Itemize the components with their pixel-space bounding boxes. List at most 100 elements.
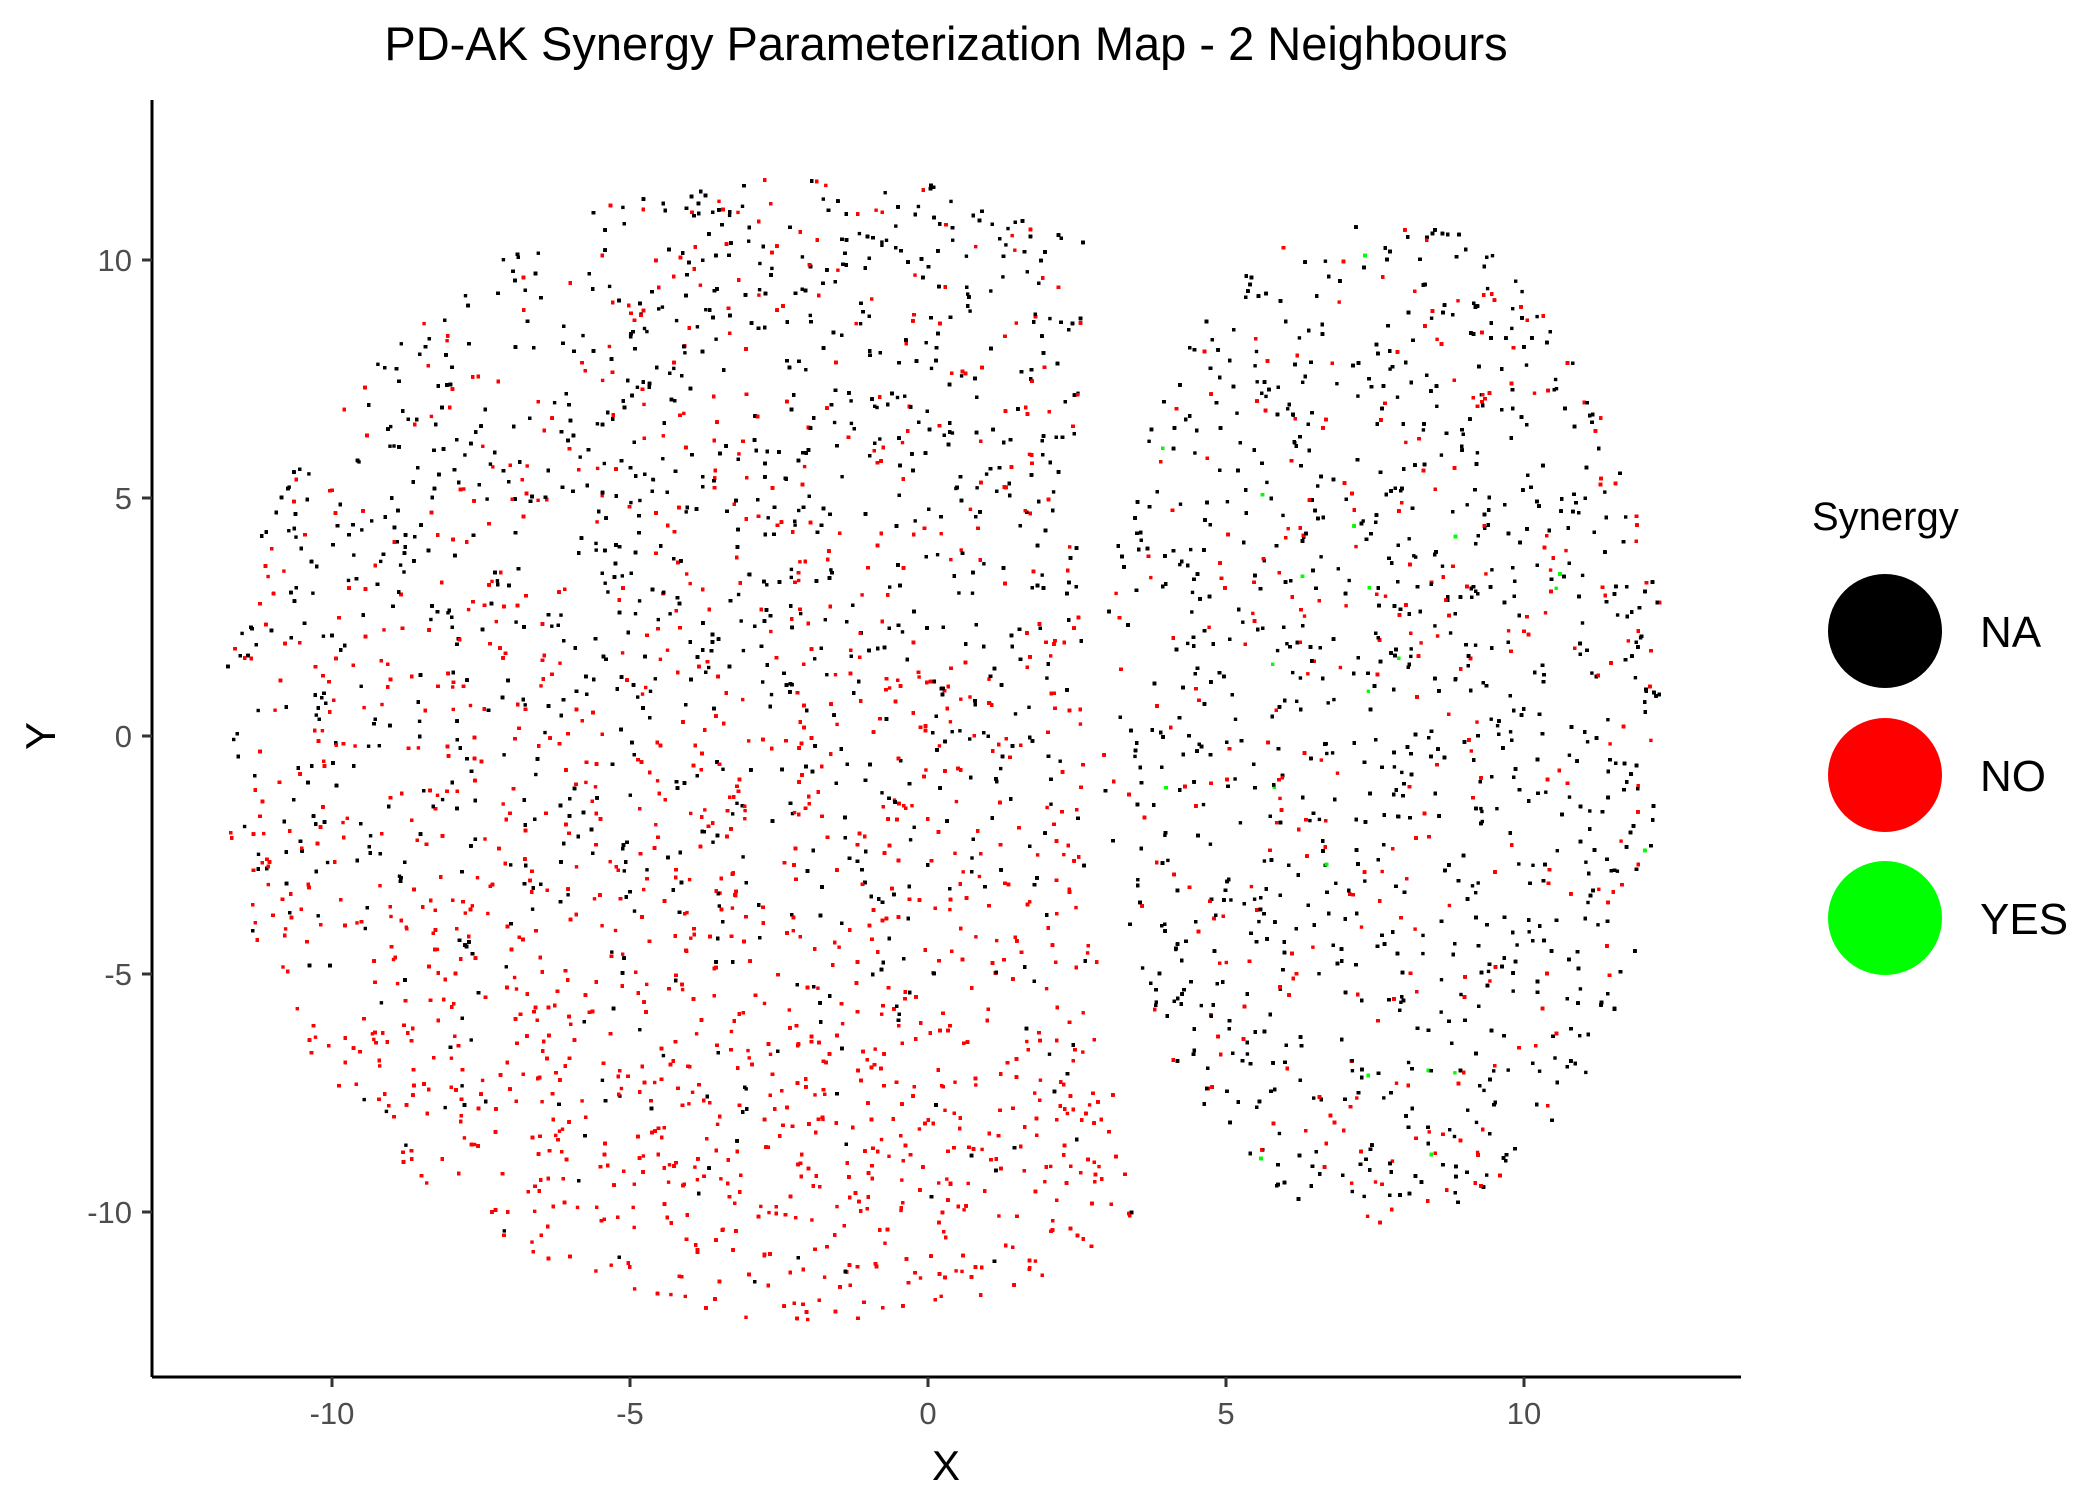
- scatter-point: [451, 707, 455, 712]
- scatter-point: [534, 772, 538, 777]
- scatter-point: [1225, 500, 1230, 504]
- scatter-point: [558, 661, 562, 665]
- scatter-point: [429, 617, 433, 622]
- scatter-point: [530, 907, 535, 911]
- scatter-point: [1025, 1039, 1029, 1044]
- scatter-point: [490, 579, 494, 584]
- scatter-point: [1553, 377, 1558, 382]
- scatter-point: [486, 911, 490, 916]
- scatter-point: [824, 183, 828, 188]
- scatter-point: [1362, 1194, 1366, 1199]
- scatter-point: [1038, 1078, 1043, 1082]
- scatter-point: [1316, 484, 1320, 488]
- scatter-point: [793, 523, 797, 527]
- scatter-point: [1114, 591, 1118, 596]
- scatter-point: [1302, 614, 1307, 618]
- scatter-point: [1413, 927, 1417, 931]
- scatter-point: [379, 559, 383, 564]
- scatter-point: [975, 486, 979, 490]
- scatter-point: [1419, 641, 1423, 645]
- scatter-point: [1278, 987, 1282, 991]
- scatter-point: [715, 1122, 720, 1126]
- scatter-point: [1208, 842, 1213, 846]
- scatter-point: [1633, 676, 1638, 680]
- scatter-point: [791, 929, 795, 933]
- scatter-point: [1253, 364, 1257, 368]
- scatter-point: [554, 1133, 558, 1138]
- scatter-point: [1459, 992, 1463, 997]
- scatter-point: [1350, 1069, 1355, 1073]
- scatter-point: [1255, 380, 1259, 384]
- scatter-point: [1245, 1052, 1250, 1056]
- scatter-point: [1207, 625, 1211, 629]
- scatter-point: [1306, 672, 1310, 676]
- scatter-point: [595, 466, 600, 471]
- scatter-point: [463, 911, 467, 915]
- scatter-point: [813, 1093, 817, 1097]
- scatter-point: [948, 720, 953, 724]
- scatter-point: [768, 1052, 773, 1056]
- scatter-point: [389, 424, 393, 429]
- scatter-point: [281, 965, 285, 969]
- scatter-point: [1447, 903, 1452, 908]
- scatter-point: [789, 567, 794, 572]
- scatter-point: [463, 453, 467, 457]
- scatter-point: [765, 583, 769, 587]
- scatter-point: [314, 713, 318, 717]
- scatter-point: [483, 837, 487, 841]
- chart-title: PD-AK Synergy Parameterization Map - 2 N…: [384, 17, 1507, 70]
- scatter-point: [858, 322, 863, 326]
- scatter-point: [600, 924, 604, 928]
- scatter-point: [1366, 689, 1371, 693]
- scatter-point: [974, 935, 978, 939]
- scatter-point: [746, 1048, 750, 1053]
- scatter-point: [657, 307, 661, 311]
- scatter-point: [1515, 943, 1519, 947]
- scatter-point: [368, 834, 373, 838]
- scatter-point: [1532, 391, 1537, 395]
- scatter-point: [950, 730, 954, 734]
- scatter-point: [637, 599, 642, 603]
- scatter-point: [730, 906, 735, 910]
- scatter-point: [736, 210, 740, 215]
- scatter-point: [661, 434, 665, 438]
- scatter-point: [695, 325, 700, 329]
- scatter-point: [533, 1209, 537, 1213]
- scatter-point: [1409, 647, 1413, 651]
- scatter-point: [1286, 527, 1290, 531]
- scatter-point: [425, 1181, 429, 1185]
- scatter-point: [1363, 879, 1367, 883]
- scatter-point: [943, 1108, 947, 1112]
- scatter-point: [574, 865, 579, 869]
- scatter-point: [1492, 1069, 1496, 1073]
- scatter-point: [523, 703, 527, 707]
- scatter-point: [959, 548, 963, 552]
- scatter-point: [951, 238, 955, 242]
- scatter-point: [295, 1007, 299, 1011]
- scatter-point: [417, 719, 422, 723]
- scatter-point: [557, 1129, 562, 1133]
- scatter-point: [968, 695, 972, 699]
- scatter-point: [761, 680, 765, 684]
- scatter-point: [362, 1097, 366, 1102]
- scatter-point: [1058, 759, 1062, 763]
- scatter-point: [1615, 869, 1620, 873]
- scatter-point: [1421, 951, 1425, 956]
- scatter-point: [606, 590, 610, 594]
- scatter-point: [1325, 751, 1329, 756]
- scatter-point: [366, 744, 371, 748]
- scatter-point: [1361, 519, 1365, 523]
- scatter-point: [1286, 407, 1290, 411]
- scatter-point: [837, 945, 841, 949]
- scatter-point: [787, 1008, 791, 1012]
- scatter-point: [632, 1287, 637, 1291]
- scatter-point: [628, 793, 632, 797]
- scatter-point: [443, 1105, 447, 1110]
- scatter-point: [1485, 286, 1490, 291]
- scatter-point: [540, 1100, 544, 1104]
- scatter-point: [445, 339, 449, 343]
- scatter-point: [1235, 411, 1239, 415]
- scatter-point: [346, 578, 351, 583]
- scatter-point: [600, 494, 604, 498]
- scatter-point: [398, 563, 403, 567]
